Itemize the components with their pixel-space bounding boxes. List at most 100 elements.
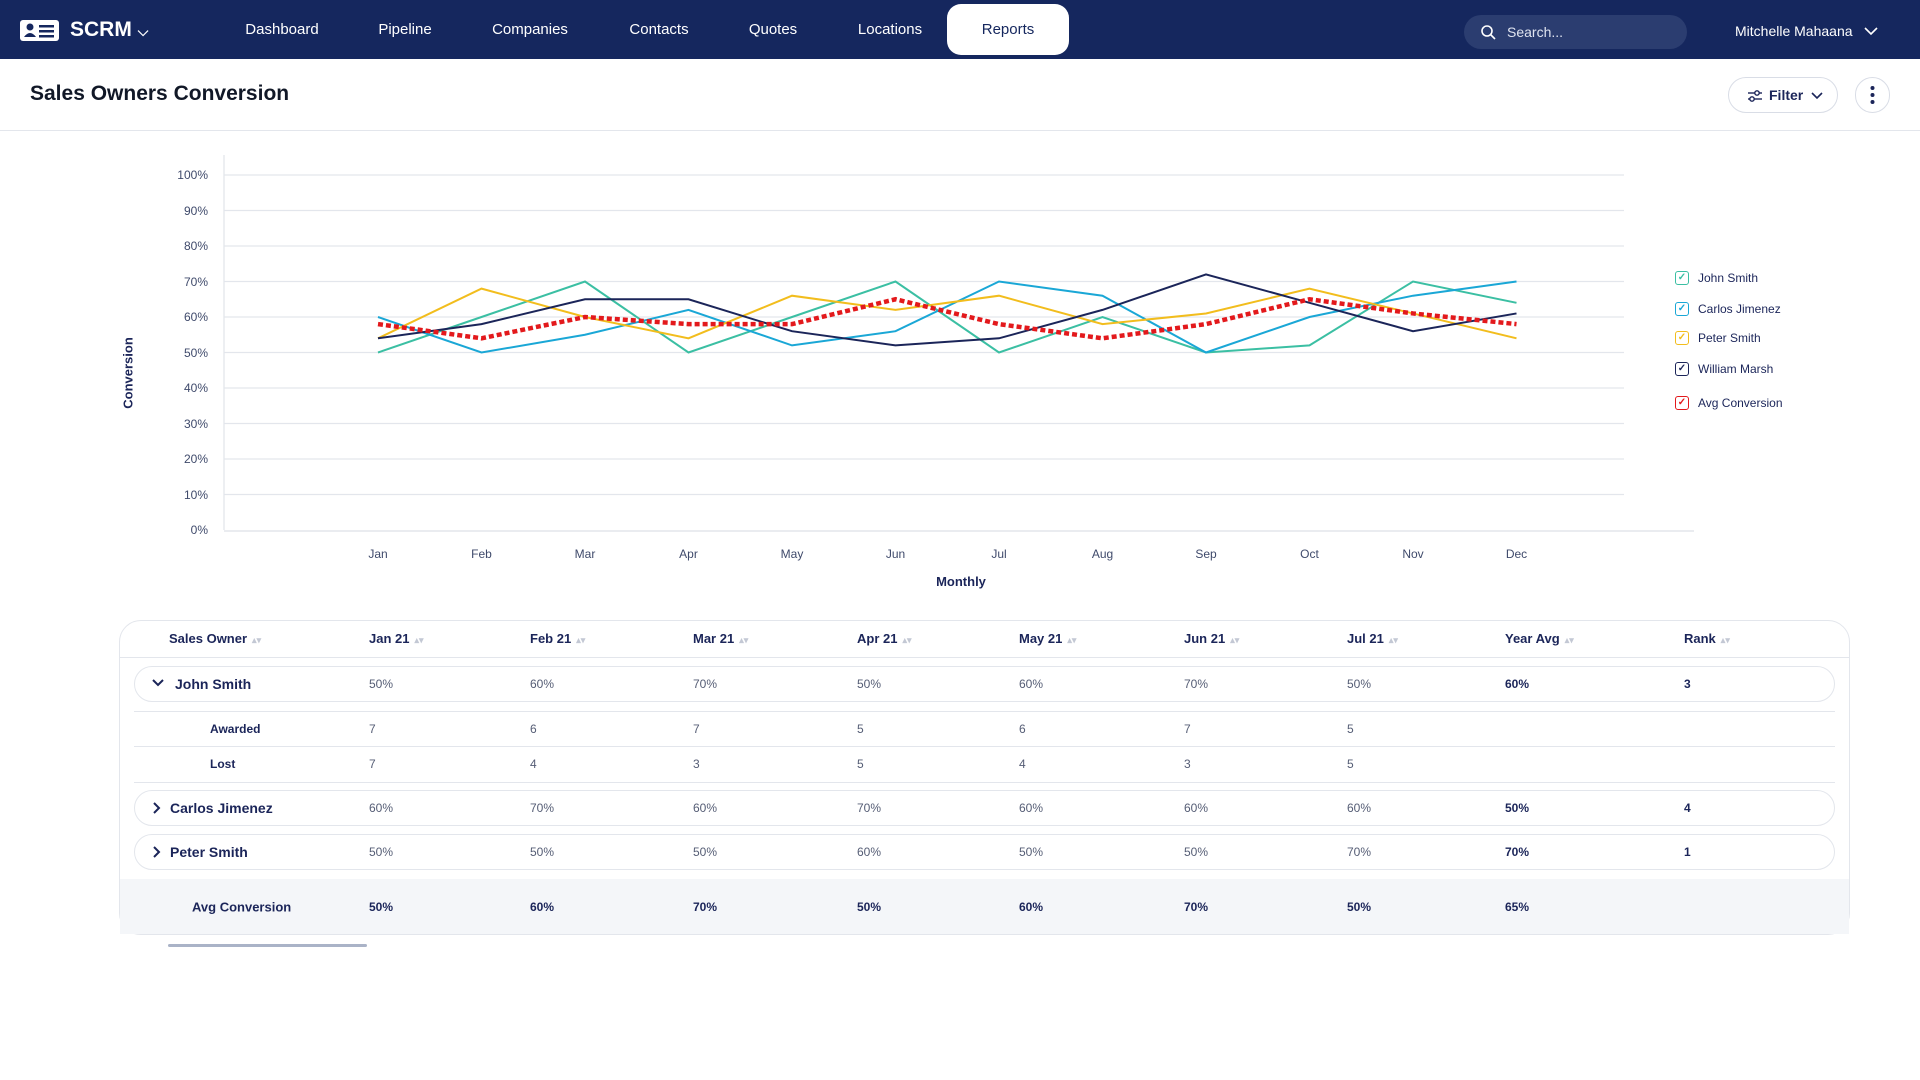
row-divider <box>134 746 1835 747</box>
chevron-right-icon[interactable] <box>151 802 163 814</box>
chevron-down-icon[interactable] <box>152 678 164 690</box>
search-input[interactable]: Search... <box>1464 15 1687 49</box>
series-line-avg-conversion <box>377 296 1517 341</box>
user-name: Mitchelle Mahaana <box>1735 23 1853 39</box>
column-header[interactable]: Jun 21 ▴▾ <box>1184 631 1239 646</box>
y-tick-label: 30% <box>183 416 208 431</box>
legend-item[interactable]: ✓ Avg Conversion <box>1675 396 1783 410</box>
checkbox-checked-icon[interactable]: ✓ <box>1675 271 1689 285</box>
checkbox-checked-icon[interactable]: ✓ <box>1675 362 1689 376</box>
column-header[interactable]: Year Avg ▴▾ <box>1505 631 1574 646</box>
chevron-down-icon <box>1864 27 1878 36</box>
more-options-button[interactable] <box>1855 77 1890 113</box>
column-header[interactable]: Rank ▴▾ <box>1684 631 1730 646</box>
column-header-label: Apr 21 <box>857 631 898 646</box>
column-header-label: Rank <box>1684 631 1716 646</box>
y-tick-label: 0% <box>190 523 208 537</box>
table-cell: 70% <box>530 801 555 815</box>
column-header[interactable]: Mar 21 ▴▾ <box>693 631 748 646</box>
nav-item-companies[interactable]: Companies <box>492 21 568 38</box>
checkbox-checked-icon[interactable]: ✓ <box>1675 396 1689 410</box>
column-header[interactable]: Jul 21 ▴▾ <box>1347 631 1398 646</box>
table-cell: 50% <box>369 677 394 691</box>
sliders-icon <box>1748 90 1762 102</box>
column-header-label: Year Avg <box>1505 631 1560 646</box>
chevron-right-icon[interactable] <box>151 846 163 858</box>
legend-item[interactable]: ✓ William Marsh <box>1675 362 1773 376</box>
y-tick-label: 40% <box>183 381 208 395</box>
column-header-label: Jul 21 <box>1347 631 1384 646</box>
column-header-label: Mar 21 <box>693 631 735 646</box>
sub-row-label: Awarded <box>210 722 261 736</box>
column-header[interactable]: Jan 21 ▴▾ <box>369 631 424 646</box>
sort-icon[interactable]: ▴▾ <box>1230 635 1240 645</box>
table-cell: 70% <box>1184 677 1209 691</box>
y-tick-label: 20% <box>183 452 208 466</box>
sort-icon[interactable]: ▴▾ <box>1720 635 1730 645</box>
legend-item[interactable]: ✓ Peter Smith <box>1675 331 1761 345</box>
x-tick-label: Dec <box>1505 547 1528 561</box>
legend-label: Avg Conversion <box>1698 396 1783 410</box>
x-tick-label: Jun <box>885 547 906 561</box>
conversion-table <box>119 620 1850 935</box>
chevron-down-icon <box>1811 92 1823 100</box>
x-tick-label: Nov <box>1402 547 1424 561</box>
table-cell: 50% <box>1347 900 1372 914</box>
sort-icon[interactable]: ▴▾ <box>902 635 912 645</box>
year-avg: 50% <box>1505 801 1530 815</box>
table-row[interactable] <box>134 834 1835 870</box>
checkbox-checked-icon[interactable]: ✓ <box>1675 331 1689 345</box>
column-header[interactable]: May 21 ▴▾ <box>1019 631 1076 646</box>
y-tick-label: 70% <box>183 274 208 289</box>
tab-reports[interactable]: Reports <box>947 4 1069 55</box>
table-cell: 5 <box>1347 757 1354 771</box>
column-header[interactable]: Feb 21 ▴▾ <box>530 631 585 646</box>
table-row[interactable] <box>134 666 1835 702</box>
filter-button[interactable]: Filter <box>1728 77 1838 113</box>
year-avg: 60% <box>1505 677 1530 691</box>
column-header-label: Jun 21 <box>1184 631 1226 646</box>
table-cell: 60% <box>530 677 555 691</box>
table-cell: 50% <box>857 900 882 914</box>
series-line-william-marsh <box>377 273 1517 347</box>
sort-icon[interactable]: ▴▾ <box>252 635 262 645</box>
sort-icon[interactable]: ▴▾ <box>1067 635 1077 645</box>
brand-menu[interactable]: SCRM ⌵ <box>70 18 148 42</box>
table-cell: 5 <box>1347 722 1354 736</box>
chevron-down-icon: ⌵ <box>137 23 149 39</box>
sort-icon[interactable]: ▴▾ <box>739 635 749 645</box>
horizontal-scrollbar[interactable] <box>168 944 367 947</box>
column-header[interactable]: Apr 21 ▴▾ <box>857 631 912 646</box>
checkbox-checked-icon[interactable]: ✓ <box>1675 302 1689 316</box>
table-cell: 50% <box>369 900 394 914</box>
nav-item-quotes[interactable]: Quotes <box>748 21 798 38</box>
nav-item-pipeline[interactable]: Pipeline <box>378 21 432 38</box>
sort-icon[interactable]: ▴▾ <box>1388 635 1398 645</box>
table-cell: 60% <box>369 801 394 815</box>
table-cell: 60% <box>1184 801 1209 815</box>
table-cell: 70% <box>857 801 882 815</box>
column-header-label: Jan 21 <box>369 631 410 646</box>
filter-label: Filter <box>1769 87 1804 103</box>
column-header[interactable]: Sales Owner ▴▾ <box>169 631 261 646</box>
column-header-label: Sales Owner <box>169 631 248 646</box>
x-tick-label: Feb <box>471 547 492 561</box>
rank: 1 <box>1684 845 1691 859</box>
legend-item[interactable]: ✓ John Smith <box>1675 271 1758 285</box>
row-divider <box>134 711 1835 712</box>
table-cell: 50% <box>369 845 394 859</box>
sort-icon[interactable]: ▴▾ <box>414 635 424 645</box>
nav-item-contacts[interactable]: Contacts <box>629 21 689 38</box>
sort-icon[interactable]: ▴▾ <box>576 635 586 645</box>
sub-row-label: Lost <box>210 757 236 771</box>
nav-item-dashboard[interactable]: Dashboard <box>245 21 319 38</box>
nav-item-locations[interactable]: Locations <box>857 21 923 38</box>
sort-icon[interactable]: ▴▾ <box>1564 635 1574 645</box>
table-row[interactable] <box>134 790 1835 826</box>
legend-item[interactable]: ✓ Carlos Jimenez <box>1675 302 1781 316</box>
y-tick-label: 100% <box>177 168 208 182</box>
table-cell: 6 <box>530 722 537 736</box>
owner-name: Peter Smith <box>170 844 248 860</box>
user-menu[interactable]: Mitchelle Mahaana <box>1735 0 1878 59</box>
x-tick-label: Oct <box>1300 547 1319 561</box>
